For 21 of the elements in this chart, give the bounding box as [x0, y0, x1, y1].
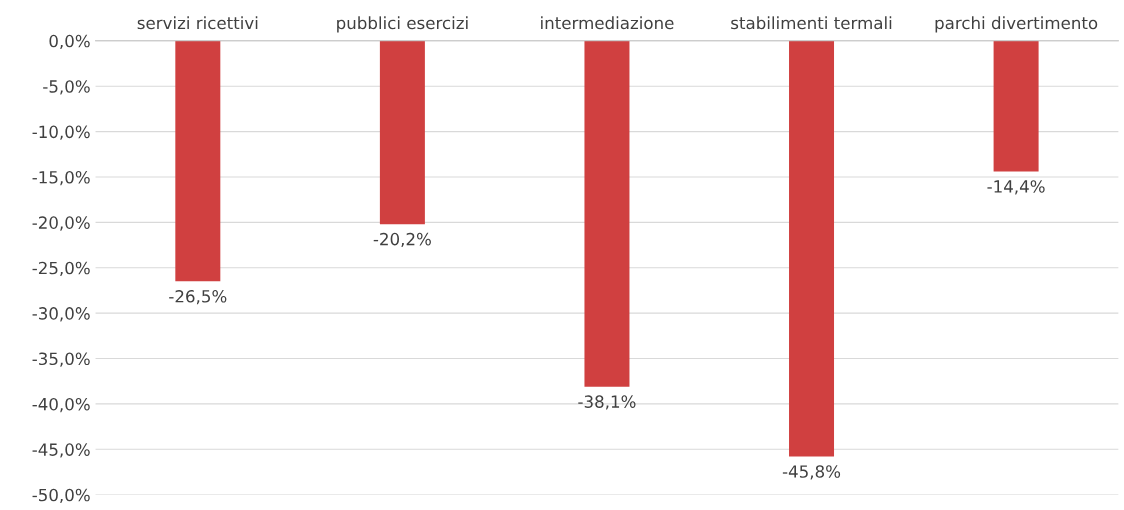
x-tick-label: servizi ricettivi — [137, 16, 258, 30]
data-label: -38,1% — [578, 395, 636, 410]
y-tick-label: -15,0% — [32, 170, 90, 186]
data-label: -14,4% — [987, 180, 1045, 195]
x-tick-label: stabilimenti termali — [731, 16, 892, 30]
y-tick-label: -10,0% — [32, 125, 90, 140]
y-tick-label: -40,0% — [32, 397, 90, 413]
y-tick-label: -35,0% — [32, 352, 90, 367]
x-tick-label: pubblici esercizi — [337, 16, 468, 33]
y-tick-label: -5,0% — [43, 80, 90, 95]
y-tick-label: -25,0% — [32, 261, 90, 277]
y-tick-label: -50,0% — [32, 488, 90, 503]
y-tick-label: -30,0% — [32, 307, 90, 322]
data-label: -26,5% — [169, 289, 227, 305]
y-tick-label: -20,0% — [32, 216, 90, 231]
x-tick-label: parchi divertimento — [935, 16, 1098, 33]
y-tick-label: 0,0% — [49, 34, 90, 50]
data-label: -45,8% — [782, 465, 841, 480]
x-tick-label: intermediazione — [541, 16, 674, 30]
y-tick-label: -45,0% — [32, 443, 90, 458]
data-label: -20,2% — [373, 232, 431, 248]
